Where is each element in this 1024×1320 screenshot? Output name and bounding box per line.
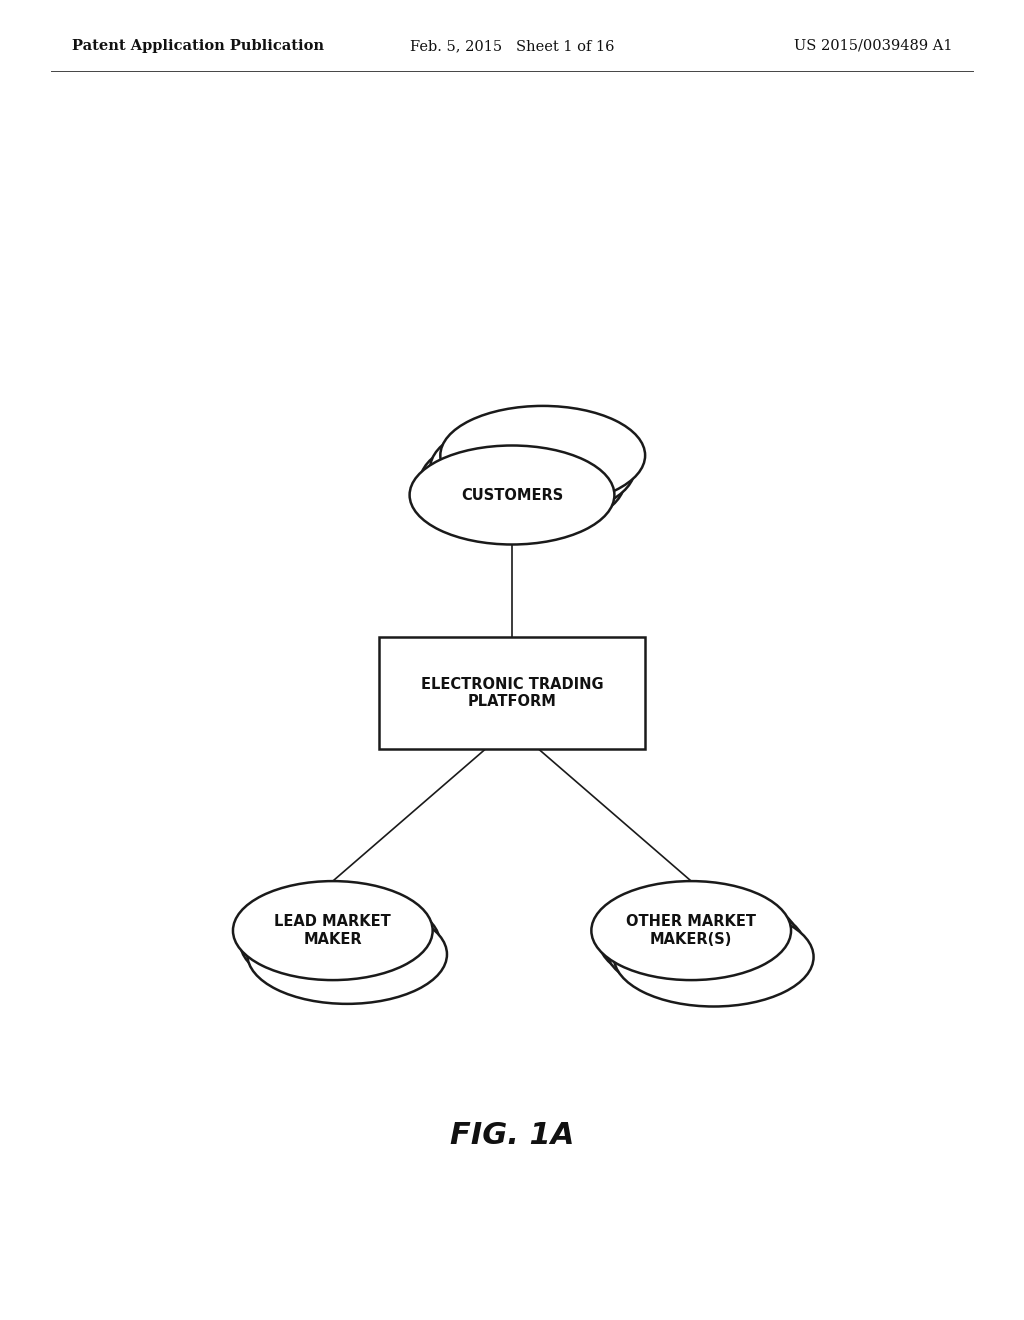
- Text: Feb. 5, 2015   Sheet 1 of 16: Feb. 5, 2015 Sheet 1 of 16: [410, 38, 614, 53]
- Text: OTHER MARKET
MAKER(S): OTHER MARKET MAKER(S): [627, 915, 756, 946]
- Ellipse shape: [614, 908, 814, 1007]
- Text: Patent Application Publication: Patent Application Publication: [72, 38, 324, 53]
- Text: LEAD MARKET
MAKER: LEAD MARKET MAKER: [274, 915, 391, 946]
- Ellipse shape: [248, 906, 446, 1003]
- Text: FIG. 1A: FIG. 1A: [450, 1121, 574, 1150]
- Text: CUSTOMERS: CUSTOMERS: [461, 487, 563, 503]
- Ellipse shape: [430, 420, 635, 519]
- Ellipse shape: [240, 892, 440, 993]
- Ellipse shape: [233, 882, 432, 979]
- Ellipse shape: [440, 407, 645, 506]
- Ellipse shape: [598, 891, 799, 990]
- Text: ELECTRONIC TRADING
PLATFORM: ELECTRONIC TRADING PLATFORM: [421, 677, 603, 709]
- Ellipse shape: [606, 899, 806, 998]
- Ellipse shape: [420, 433, 625, 531]
- Ellipse shape: [410, 446, 614, 544]
- Bar: [379, 638, 645, 750]
- Ellipse shape: [592, 882, 792, 979]
- Text: US 2015/0039489 A1: US 2015/0039489 A1: [794, 38, 952, 53]
